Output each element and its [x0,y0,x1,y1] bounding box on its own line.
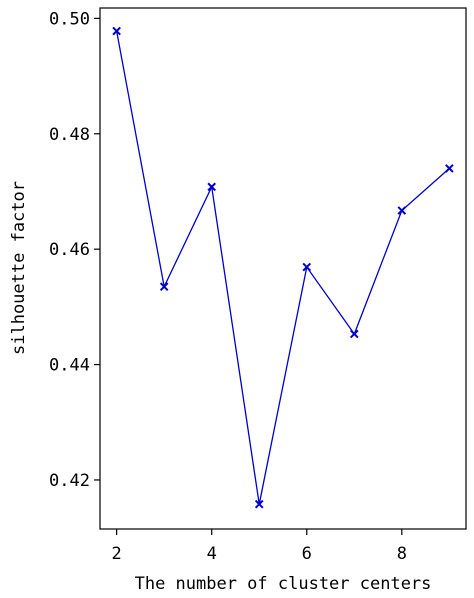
data-point-marker [349,329,359,339]
series-line [116,30,450,505]
data-point-marker [112,26,121,36]
series-group [112,26,454,509]
x-tick-label: 8 [397,544,407,564]
x-tick-label: 4 [207,544,217,564]
data-point-marker [207,182,217,192]
data-point-marker [254,499,264,509]
y-tick-label: 0.50 [49,9,90,29]
data-point-marker [302,262,312,272]
x-axis-label: The number of cluster centers [135,574,432,594]
y-tick-label: 0.46 [49,240,90,260]
y-tick-label: 0.48 [49,125,90,145]
plot-area [99,7,467,530]
y-axis-label: silhouette factor [9,181,29,355]
data-point-marker [445,164,454,173]
data-point-marker [159,282,169,291]
y-axis-ticks: 0.42 0.44 0.46 0.48 0.50 [49,9,100,491]
x-tick-label: 6 [302,544,312,564]
data-point-marker [397,206,407,215]
x-tick-label: 2 [112,544,122,564]
y-tick-label: 0.44 [49,356,90,376]
y-tick-label: 0.42 [49,471,90,491]
x-axis-ticks: 2 4 6 8 [112,529,407,564]
